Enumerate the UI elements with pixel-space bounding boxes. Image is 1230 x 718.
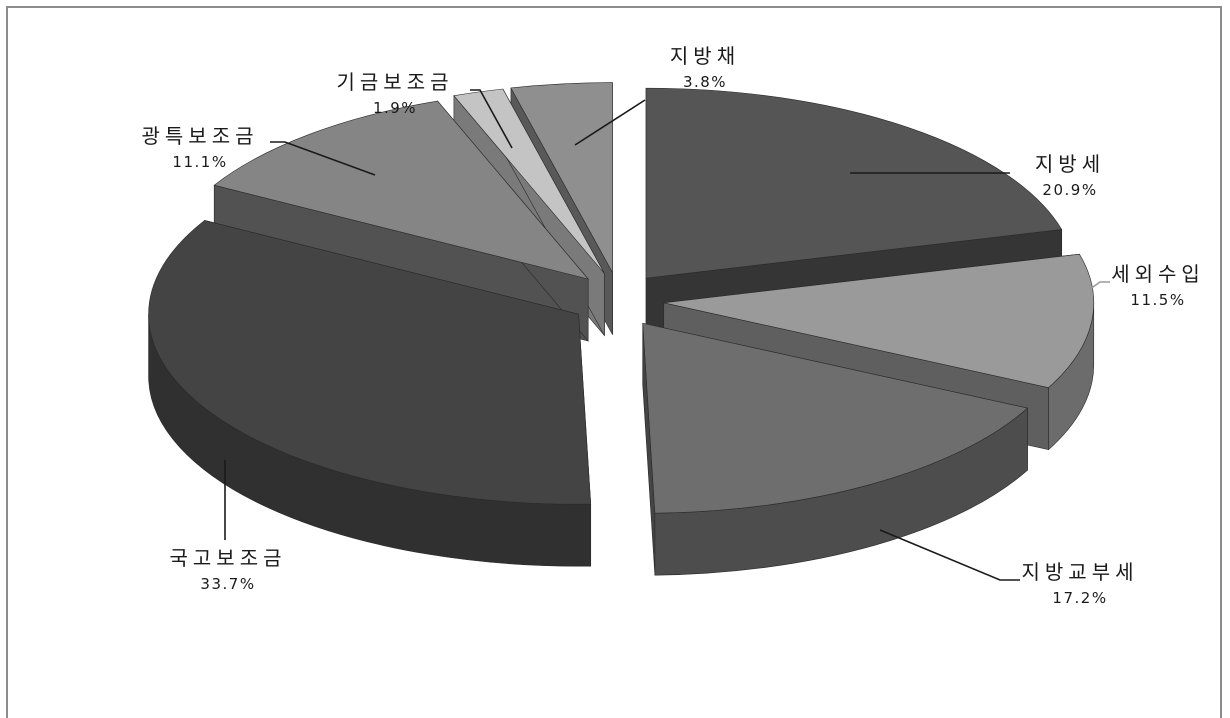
slice-label: 국고보조금 (169, 546, 287, 570)
slice-label: 세외수입 (1111, 262, 1205, 286)
label-special-account-subsidy: 광특보조금 11.1% (120, 124, 280, 172)
slice-label: 광특보조금 (141, 124, 259, 148)
slice-percent: 1.9% (372, 99, 418, 117)
slice-percent: 33.7% (200, 575, 256, 593)
slice-label: 지방채 (669, 44, 741, 68)
leader-local-bond (574, 99, 646, 146)
slice-top-face (453, 88, 605, 274)
slice-percent: 17.2% (1052, 589, 1108, 607)
slice-percent: 11.5% (1130, 291, 1186, 309)
slice-label: 기금보조금 (336, 70, 454, 94)
leader-local-grant-tax (879, 529, 1020, 581)
leader-fund-subsidy (470, 89, 513, 149)
slice-national-subsidy (148, 220, 592, 567)
slice-percent: 11.1% (172, 153, 228, 171)
label-non-tax-revenue: 세외수입 11.5% (1098, 262, 1218, 310)
slice-label: 지방교부세 (1021, 560, 1139, 584)
label-local-grant-tax: 지방교부세 17.2% (1000, 560, 1160, 608)
slice-top-face (213, 100, 589, 280)
slice-top-face (148, 220, 592, 505)
slice-percent: 20.9% (1042, 181, 1098, 199)
slice-top-face (645, 87, 1063, 279)
label-national-subsidy: 국고보조금 33.7% (148, 546, 308, 594)
slice-local-grant-tax (642, 322, 1029, 576)
slice-top-face (642, 322, 1029, 514)
slice-percent: 3.8% (682, 73, 728, 91)
slice-label: 지방세 (1034, 152, 1106, 176)
slice-top-face (510, 82, 613, 273)
label-local-tax: 지방세 20.9% (1010, 152, 1130, 200)
label-local-bond: 지방채 3.8% (650, 44, 760, 92)
leader-special-account-subsidy (270, 141, 376, 176)
label-fund-subsidy: 기금보조금 1.9% (315, 70, 475, 118)
slice-top-face (663, 253, 1094, 388)
leader-non-tax-revenue (1039, 281, 1110, 326)
